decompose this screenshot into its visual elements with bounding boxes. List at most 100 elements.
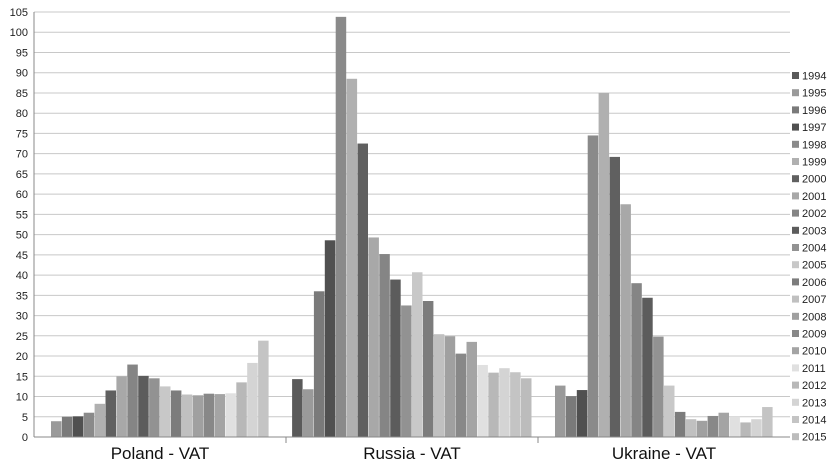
bar-poland-2003 — [138, 375, 149, 437]
bar-ukraine-1999 — [598, 92, 610, 437]
y-tick-label: 65 — [16, 169, 28, 181]
legend-label: 2007 — [802, 294, 826, 306]
bar-poland-1996 — [61, 416, 73, 437]
legend-label: 2008 — [802, 311, 826, 323]
legend-label: 2012 — [802, 380, 826, 392]
bar-ukraine-2001 — [620, 204, 631, 437]
bar-russia-2007 — [433, 334, 445, 437]
legend-label: 1997 — [802, 122, 826, 134]
bar-poland-2000 — [105, 390, 116, 437]
legend-swatch — [792, 209, 799, 217]
x-category-label: Russia - VAT — [363, 444, 461, 462]
bar-russia-2015 — [521, 378, 532, 437]
legend-swatch — [792, 261, 799, 269]
bar-russia-2004 — [401, 305, 412, 437]
bar-ukraine-2005 — [664, 385, 675, 437]
legend-label: 2003 — [802, 225, 826, 237]
bar-ukraine-2009 — [707, 415, 719, 437]
legend-label: 2001 — [802, 191, 826, 203]
y-tick-label: 0 — [22, 432, 28, 444]
bar-russia-1999 — [346, 78, 358, 438]
legend-swatch — [792, 72, 799, 79]
y-tick-label: 25 — [16, 331, 28, 343]
x-axis: Poland - VAT Russia - VAT Ukraine - VAT — [34, 436, 790, 462]
legend-swatch — [792, 278, 799, 286]
bar-ukraine-1997 — [576, 390, 588, 437]
bar-poland-2014 — [258, 340, 269, 437]
bar-ukraine-2000 — [609, 156, 620, 437]
bar-poland-2004 — [149, 378, 160, 437]
bar-russia-2011 — [477, 364, 488, 437]
legend-swatch — [792, 416, 799, 423]
legend-label: 2004 — [802, 243, 826, 255]
bar-russia-2003 — [390, 279, 401, 437]
bar-poland-2005 — [160, 386, 171, 437]
legend-swatch — [792, 364, 799, 372]
legend-swatch — [792, 123, 799, 131]
y-tick-label: 20 — [16, 351, 28, 363]
bar-poland-2012 — [236, 382, 247, 437]
bar-poland-1999 — [94, 403, 106, 437]
legend-label: 2009 — [802, 329, 826, 341]
legend-label: 2002 — [802, 208, 826, 220]
bar-poland-2008 — [192, 395, 204, 437]
legend-label: 1998 — [802, 139, 826, 151]
bar-ukraine-2006 — [674, 411, 686, 437]
y-tick-label: 35 — [16, 290, 28, 302]
bar-poland-2002 — [127, 364, 138, 437]
bar-russia-2002 — [379, 254, 390, 437]
y-tick-label: 90 — [16, 68, 28, 80]
bar-russia-2005 — [412, 272, 423, 437]
y-axis: 0 5 10 15 20 25 30 35 40 45 50 55 60 65 70 75 80 85 90 95 10… — [10, 7, 35, 444]
legend-label: 2015 — [802, 432, 826, 444]
legend-swatch — [792, 244, 799, 251]
bar-ukraine-2011 — [729, 416, 740, 437]
legend-label: 1996 — [802, 105, 826, 117]
y-tick-label: 40 — [16, 270, 28, 282]
legend-label: 2000 — [802, 174, 826, 186]
y-tick-label: 30 — [16, 311, 28, 323]
x-category-label: Ukraine - VAT — [612, 444, 716, 462]
bar-ukraine-2003 — [642, 297, 653, 437]
bar-russia-1997 — [324, 240, 336, 437]
bar-poland-1995 — [51, 421, 62, 437]
bar-russia-2012 — [488, 372, 499, 437]
bar-poland-2006 — [170, 390, 182, 437]
legend-label: 2005 — [802, 260, 826, 272]
bar-russia-2006 — [422, 301, 434, 437]
gridlines — [34, 11, 790, 438]
y-tick-label: 50 — [16, 230, 28, 242]
legend-swatch — [792, 175, 799, 183]
bar-russia-2013 — [499, 368, 510, 437]
legend-label: 2011 — [802, 363, 826, 375]
legend-swatch — [792, 295, 799, 303]
x-category-label: Poland - VAT — [111, 444, 210, 462]
bar-poland-2007 — [181, 394, 193, 437]
bar-ukraine-2013 — [751, 419, 762, 437]
bar-russia-1996 — [313, 291, 325, 437]
bar-poland-2001 — [116, 376, 127, 437]
bar-poland-2013 — [247, 362, 258, 437]
bar-poland-2010 — [214, 394, 225, 437]
legend-label: 1994 — [802, 71, 826, 83]
bar-poland-2011 — [225, 393, 236, 437]
legend-swatch — [792, 433, 799, 441]
y-tick-label: 45 — [16, 250, 28, 262]
bar-ukraine-1995 — [555, 385, 566, 437]
legend-label: 2010 — [802, 346, 826, 358]
legend-label: 2013 — [802, 397, 826, 409]
bar-ukraine-2002 — [631, 283, 642, 437]
bar-ukraine-2012 — [740, 422, 751, 437]
bar-russia-2001 — [368, 237, 379, 437]
bar-russia-1995 — [303, 389, 314, 437]
bar-russia-2010 — [466, 341, 477, 437]
bar-ukraine-2014 — [762, 407, 773, 437]
bar-russia-1998 — [335, 16, 347, 437]
legend-swatch — [792, 89, 799, 97]
y-tick-label: 85 — [16, 88, 28, 100]
legend-swatch — [792, 312, 799, 320]
bar-ukraine-2008 — [696, 420, 708, 437]
bar-ukraine-1998 — [587, 135, 599, 437]
y-tick-label: 10 — [16, 392, 28, 404]
